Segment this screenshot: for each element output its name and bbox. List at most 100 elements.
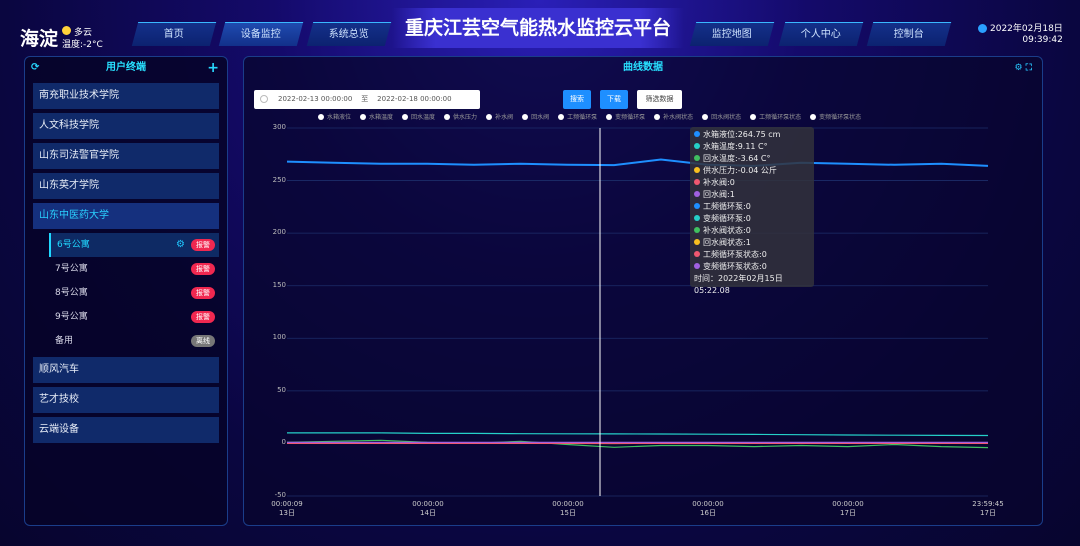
sidebar: ⟳ 用户终端 + 南充职业技术学院 人文科技学院 山东司法警官学院 山东英才学院 山…	[24, 56, 228, 526]
cloudy-sun-icon	[62, 26, 71, 35]
group-item-selected[interactable]: 山东中医药大学	[33, 203, 219, 229]
legend-item[interactable]: 回水阀状态	[702, 114, 741, 121]
legend-item[interactable]: 工频循环泵状态	[750, 114, 801, 121]
legend-label: 补水阀状态	[663, 114, 694, 121]
tooltip-row: 水箱温度:9.11 C°	[694, 141, 810, 153]
group-item[interactable]: 云端设备	[33, 417, 219, 443]
tooltip-row: 回水温度:-3.64 C°	[694, 153, 810, 165]
page-title: 重庆江芸空气能热水监控云平台	[392, 8, 684, 48]
chart-legend: 水箱液位 水箱温度 回水温度 供水压力 补水阀 回水阀 工频循环泵 变频循环泵 补水阀状态 回水阀…	[318, 114, 870, 122]
tooltip-row: 供水压力:-0.04 公斤	[694, 165, 810, 177]
legend-item[interactable]: 变频循环泵状态	[810, 114, 861, 121]
series-dot-icon	[694, 179, 700, 185]
panel-title: 曲线数据	[623, 62, 663, 73]
legend-item[interactable]: 水箱温度	[360, 114, 393, 121]
group-item[interactable]: 山东司法警官学院	[33, 143, 219, 169]
download-button[interactable]: 下载	[600, 90, 628, 109]
settings-fullscreen-icons[interactable]: ⚙ ⛶	[1014, 63, 1032, 73]
x-tick-label: 00:00:00 15日	[552, 500, 584, 517]
legend-dot-icon	[558, 114, 565, 120]
legend-item[interactable]: 供水压力	[444, 114, 477, 121]
clock: 2022年02月18日 09:39:42	[978, 24, 1063, 46]
date-separator: 至	[361, 95, 369, 103]
y-tick-label: 150	[272, 280, 286, 289]
series-dot-icon	[694, 203, 700, 209]
refresh-icon[interactable]: ⟳	[31, 62, 40, 73]
weather: 多云 温度:-2°C	[62, 26, 103, 51]
sub-item[interactable]: 备用 离线	[49, 329, 219, 353]
series-line-0	[286, 158, 989, 167]
legend-item[interactable]: 水箱液位	[318, 114, 351, 121]
tooltip-row: 工频循环泵:0	[694, 201, 810, 213]
tooltip-row: 回水阀:1	[694, 189, 810, 201]
legend-label: 补水阀	[495, 114, 514, 121]
legend-label: 供水压力	[453, 114, 478, 121]
gear-icon[interactable]: ⚙	[176, 239, 185, 250]
tooltip-row: 回水阀状态:1	[694, 237, 810, 249]
legend-dot-icon	[810, 114, 817, 120]
group-item[interactable]: 人文科技学院	[33, 113, 219, 139]
series-dot-icon	[694, 227, 700, 233]
series-dot-icon	[694, 131, 700, 137]
chart-panel: 曲线数据 ⚙ ⛶ 2022-02-13 00:00:00 至 2022-02-18…	[243, 56, 1043, 526]
legend-dot-icon	[654, 114, 661, 120]
legend-item[interactable]: 回水阀	[522, 114, 549, 121]
sub-item[interactable]: 9号公寓 报警	[49, 305, 219, 329]
weather-label: 多云	[74, 28, 93, 38]
y-tick-label: 250	[272, 175, 286, 184]
clock-date: 2022年02月18日	[990, 24, 1063, 34]
chart-tooltip: 水箱液位:264.75 cm 水箱温度:9.11 C° 回水温度:-3.64 C° 供…	[690, 127, 814, 295]
group-item[interactable]: 南充职业技术学院	[33, 83, 219, 109]
city-name: 海淀	[20, 28, 59, 50]
legend-dot-icon	[486, 114, 493, 120]
sub-item-label: 7号公寓	[55, 264, 88, 274]
series-dot-icon	[694, 215, 700, 221]
status-badge: 离线	[191, 335, 215, 347]
date-range-input[interactable]: 2022-02-13 00:00:00 至 2022-02-18 00:00:0…	[254, 90, 480, 109]
series-dot-icon	[694, 191, 700, 197]
clock-time: 09:39:42	[1022, 35, 1063, 45]
sub-item[interactable]: 6号公寓 ⚙ 报警	[49, 233, 219, 257]
sidebar-header: ⟳ 用户终端 +	[25, 57, 227, 79]
legend-dot-icon	[522, 114, 529, 120]
search-button[interactable]: 搜索	[563, 90, 591, 109]
legend-item[interactable]: 回水温度	[402, 114, 435, 121]
legend-label: 水箱液位	[327, 114, 352, 121]
sub-item-label: 6号公寓	[57, 240, 90, 250]
y-tick-label: 300	[272, 123, 286, 131]
tooltip-row: 变频循环泵状态:0	[694, 261, 810, 273]
status-badge: 报警	[191, 287, 215, 299]
legend-item[interactable]: 变频循环泵	[606, 114, 645, 121]
legend-item[interactable]: 工频循环泵	[558, 114, 597, 121]
legend-dot-icon	[606, 114, 613, 120]
tooltip-time: 时间：2022年02月15日 05:22.08	[694, 274, 783, 295]
x-tick-label: 00:00:09 13日	[271, 500, 303, 517]
legend-label: 工频循环泵状态	[759, 114, 802, 121]
filter-button[interactable]: 筛选数据	[637, 90, 682, 109]
y-tick-label: 50	[277, 385, 286, 394]
series-dot-icon	[694, 167, 700, 173]
legend-label: 回水阀状态	[711, 114, 742, 121]
status-badge: 报警	[191, 311, 215, 323]
sub-item[interactable]: 7号公寓 报警	[49, 257, 219, 281]
status-badge: 报警	[191, 263, 215, 275]
y-tick-label: 200	[272, 228, 286, 237]
legend-item[interactable]: 补水阀状态	[654, 114, 693, 121]
legend-item[interactable]: 补水阀	[486, 114, 513, 121]
y-tick-label: 0	[281, 438, 286, 447]
group-item[interactable]: 艺才技校	[33, 387, 219, 413]
series-dot-icon	[694, 239, 700, 245]
group-item[interactable]: 顺风汽车	[33, 357, 219, 383]
tooltip-row: 补水阀:0	[694, 177, 810, 189]
add-icon[interactable]: +	[207, 60, 219, 76]
group-item[interactable]: 山东英才学院	[33, 173, 219, 199]
status-badge: 报警	[191, 239, 215, 251]
sub-item-label: 9号公寓	[55, 312, 88, 322]
legend-label: 回水阀	[531, 114, 550, 121]
x-tick-label: 00:00:00 14日	[412, 500, 444, 517]
series-dot-icon	[694, 263, 700, 269]
sidebar-title: 用户终端	[106, 62, 146, 73]
series-dot-icon	[694, 143, 700, 149]
sub-item[interactable]: 8号公寓 报警	[49, 281, 219, 305]
